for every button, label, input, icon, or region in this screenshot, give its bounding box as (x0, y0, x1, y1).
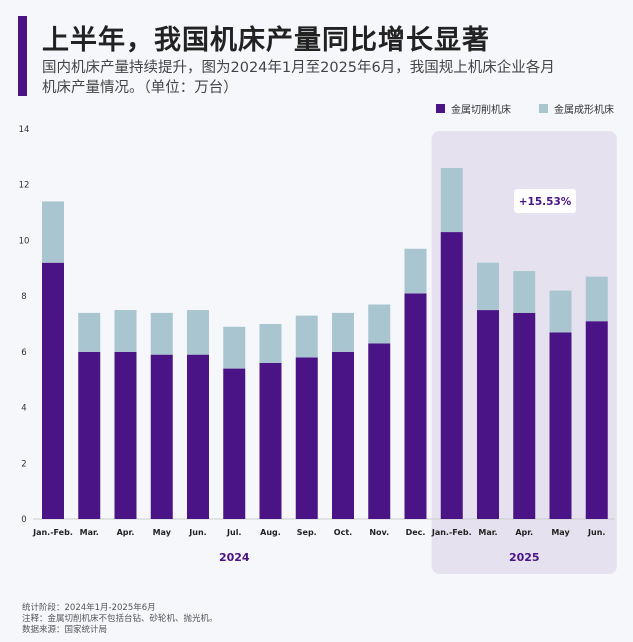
legend-item-cutting: 金属切削机床 (436, 101, 511, 116)
bar-cutting (295, 357, 318, 519)
y-tick-label: 10 (19, 236, 30, 246)
x-tick-label: May (153, 528, 172, 537)
bar-cutting (513, 312, 536, 519)
x-tick-label: Jun. (587, 528, 605, 537)
x-tick-label: Mar. (478, 528, 497, 537)
footnote-source: 数据来源：国家统计局 (22, 625, 108, 635)
bar-cutting (187, 354, 209, 519)
x-tick-label: Sep. (297, 528, 317, 537)
bar-forming (150, 312, 173, 355)
bar-cutting (78, 351, 101, 519)
growth-annotation: +15.53% (519, 196, 572, 208)
x-tick-label: Apr. (515, 528, 533, 537)
x-tick-label: Apr. (117, 528, 135, 537)
bar-cutting (440, 232, 463, 520)
x-tick-label: Jul. (226, 528, 241, 537)
footnote-period: 统计阶段：2024年1月-2025年6月 (22, 603, 156, 613)
bar-forming (187, 310, 209, 355)
legend-label-cutting: 金属切削机床 (451, 105, 511, 116)
bar-forming (368, 304, 391, 344)
bar-forming (114, 310, 137, 352)
x-tick-label: Dec. (406, 528, 426, 537)
x-tick-label: Mar. (80, 528, 99, 537)
x-tick-label: Jan.-Feb. (32, 528, 73, 537)
legend-swatch-cutting (436, 104, 445, 113)
x-tick-label: Nov. (369, 528, 389, 537)
y-tick-label: 0 (21, 515, 26, 525)
footnote-note: 注释：金属切削机床不包括台钻、砂轮机、抛光机。 (22, 614, 218, 624)
bar-forming (223, 326, 246, 369)
bar-forming (585, 276, 608, 322)
bar-cutting (368, 343, 391, 519)
x-tick-label: Aug. (260, 528, 281, 537)
bar-cutting (549, 332, 572, 519)
legend-swatch-forming (539, 104, 548, 113)
y-tick-label: 6 (21, 348, 26, 358)
y-tick-label: 8 (21, 292, 26, 302)
y-tick-label: 4 (21, 404, 26, 414)
legend-item-forming: 金属成形机床 (539, 101, 614, 116)
y-tick-label: 12 (19, 181, 30, 191)
bar-forming (549, 290, 572, 333)
bar-forming (513, 271, 536, 313)
x-tick-label: Jun. (188, 528, 206, 537)
bar-cutting (150, 354, 173, 519)
x-tick-label: Oct. (334, 528, 352, 537)
year-label: 2025 (509, 551, 540, 564)
page-title: 上半年，我国机床产量同比增长显著 (42, 25, 490, 56)
bar-forming (295, 315, 318, 358)
footnotes: 统计阶段：2024年1月-2025年6月 注释：金属切削机床不包括台钻、砂轮机、… (22, 603, 218, 636)
legend-label-forming: 金属成形机床 (554, 105, 614, 116)
title-accent-bar (18, 16, 27, 96)
bar-forming (404, 248, 427, 294)
year-label: 2024 (219, 551, 250, 564)
bar-cutting (114, 351, 137, 519)
x-tick-label: Jan.-Feb. (431, 528, 472, 537)
growth-badge-bg (514, 189, 576, 213)
bar-cutting (259, 363, 282, 519)
bar-forming (332, 312, 354, 352)
bar-cutting (404, 293, 427, 519)
bar-cutting (223, 368, 246, 519)
y-tick-label: 14 (19, 125, 30, 135)
bar-cutting (477, 310, 499, 519)
bar-cutting (332, 351, 354, 519)
page-subtitle: 国内机床产量持续提升，图为2024年1月至2025年6月，我国规上机床企业各月机… (42, 60, 555, 96)
bar-cutting (585, 321, 608, 519)
bar-cutting (42, 262, 64, 519)
bar-forming (78, 312, 101, 352)
bar-forming (477, 262, 499, 311)
bar-forming (440, 168, 463, 233)
x-tick-label: May (551, 528, 570, 537)
bar-forming (259, 324, 282, 363)
y-tick-label: 2 (21, 459, 26, 469)
bar-forming (42, 201, 64, 263)
